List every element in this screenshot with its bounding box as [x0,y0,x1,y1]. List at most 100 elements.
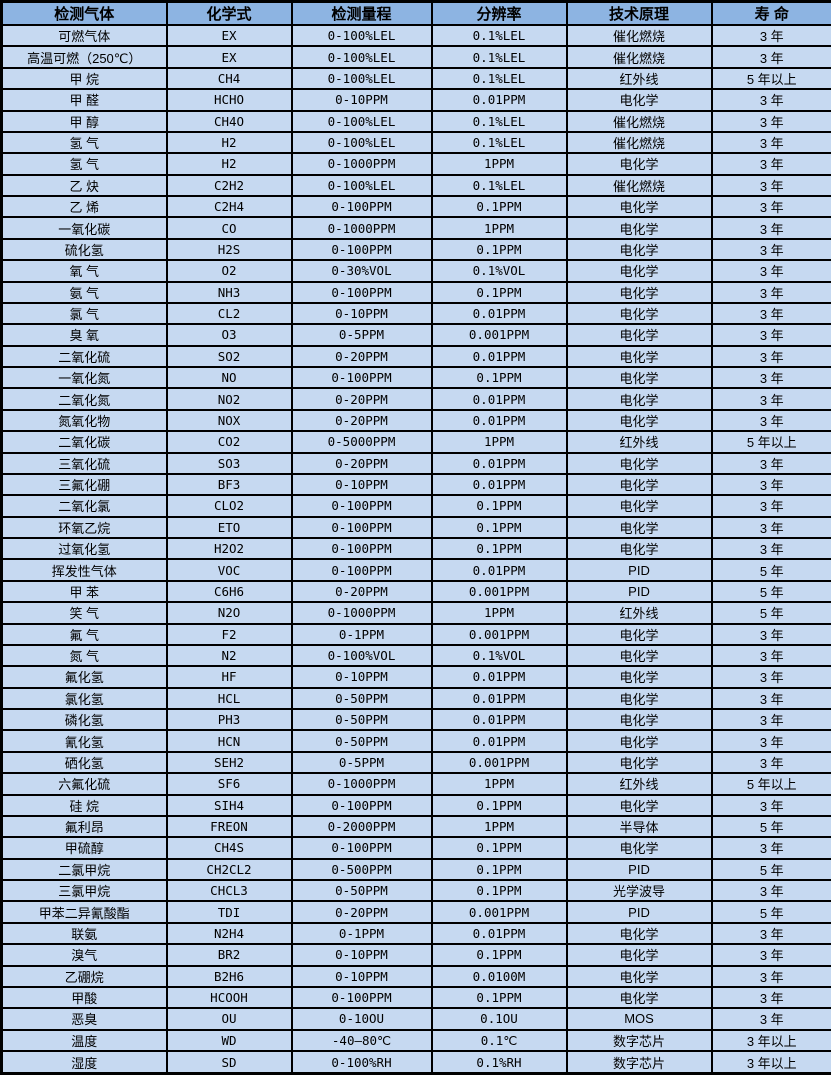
table-cell: 5 年以上 [710,66,831,91]
table-row: 二氧化氯 CLO2 0-100PPM 0.1PPM 电化学 3 年 [0,494,831,518]
table-row: 甲酸 HCOOH 0-100PPM 0.1PPM 电化学 3 年 [0,985,831,1010]
table-row: 氮 气 N2 0-100%VOL 0.1%VOL 电化学 3 年 [0,643,831,668]
table-cell: 0.001PPM [430,323,568,347]
table-cell: 0-100PPM [290,237,433,262]
table-cell: 0.1%LEL [430,109,568,133]
table-cell: 环氧乙烷 [0,515,168,540]
table-row: 三氧化硫 SO3 0-20PPM 0.01PPM 电化学 3 年 [0,451,831,475]
table-cell: 0-10PPM [290,301,433,326]
table-cell: 0.1PPM [430,515,568,540]
table-cell: 电化学 [565,707,713,732]
table-cell: 湿度 [0,1050,168,1075]
table-cell: 3 年 [710,943,831,967]
table-cell: 六氟化硫 [0,772,168,796]
table-cell: 电化学 [565,451,713,475]
table-cell: 二氯甲烷 [0,857,168,882]
table-cell: 0-20PPM [290,451,433,475]
table-cell: 催化燃烧 [565,173,713,198]
table-cell: 1PPM [430,430,568,454]
table-cell: 0-100PPM [290,194,433,219]
table-cell: 甲酸 [0,985,168,1010]
table-cell: 氨 气 [0,280,168,304]
table-cell: NO [165,365,293,390]
column-header: 检测量程 [290,0,433,26]
table-cell: 0-1000PPM [290,152,433,176]
table-cell: 0.1PPM [430,536,568,561]
table-cell: 催化燃烧 [565,130,713,155]
table-cell: 0.1%VOL [430,259,568,283]
table-cell: 0-50PPM [290,729,433,753]
table-cell: 联氨 [0,921,168,946]
table-cell: 二氧化氮 [0,387,168,411]
table-cell: 0.1%LEL [430,130,568,155]
table-cell: 3 年 [710,237,831,262]
table-row: 温度 WD -40—80℃ 0.1℃ 数字芯片 3 年以上 [0,1028,831,1053]
table-cell: 3 年 [710,216,831,240]
table-cell: 0.1PPM [430,494,568,518]
table-cell: N2H4 [165,921,293,946]
table-cell: 0.1%LEL [430,45,568,69]
table-cell: 5 年 [710,558,831,582]
table-cell: 0-10OU [290,1007,433,1031]
table-cell: 3 年 [710,88,831,112]
table-cell: 数字芯片 [565,1050,713,1075]
table-row: 氨 气 NH3 0-100PPM 0.1PPM 电化学 3 年 [0,280,831,304]
table-cell: 0.1PPM [430,365,568,390]
table-cell: 乙 烯 [0,194,168,219]
table-cell: 一氧化氮 [0,365,168,390]
table-cell: 3 年 [710,344,831,369]
table-cell: 3 年 [710,280,831,304]
table-cell: 3 年 [710,301,831,326]
table-cell: 氟利昂 [0,814,168,839]
table-cell: PID [565,558,713,582]
table-cell: PH3 [165,707,293,732]
table-cell: 0-50PPM [290,686,433,711]
table-cell: BF3 [165,472,293,497]
table-cell: 甲硫醇 [0,836,168,860]
table-row: 六氟化硫 SF6 0-1000PPM 1PPM 红外线 5 年以上 [0,772,831,796]
table-row: 高温可燃（250℃） EX 0-100%LEL 0.1%LEL 催化燃烧 3 年 [0,45,831,69]
table-cell: 电化学 [565,793,713,817]
table-cell: 3 年 [710,793,831,817]
table-cell: 0-100%LEL [290,45,433,69]
table-cell: 0.01PPM [430,451,568,475]
table-cell: 过氧化氢 [0,536,168,561]
table-cell: 0-100PPM [290,558,433,582]
table-row: 二氧化硫 SO2 0-20PPM 0.01PPM 电化学 3 年 [0,344,831,369]
table-cell: 3 年 [710,878,831,903]
table-row: 联氨 N2H4 0-1PPM 0.01PPM 电化学 3 年 [0,921,831,946]
table-row: 甲苯二异氰酸酯 TDI 0-20PPM 0.001PPM PID 5 年 [0,900,831,924]
table-cell: 磷化氢 [0,707,168,732]
table-cell: 3 年 [710,130,831,155]
table-cell: 可燃气体 [0,23,168,48]
table-cell: 乙 炔 [0,173,168,198]
table-cell: 0-100PPM [290,793,433,817]
table-cell: 氯化氢 [0,686,168,711]
table-row: 三氯甲烷 CHCL3 0-50PPM 0.1PPM 光学波导 3 年 [0,878,831,903]
table-cell: 0.01PPM [430,707,568,732]
table-cell: 3 年 [710,451,831,475]
table-cell: 0-100PPM [290,494,433,518]
table-cell: PID [565,900,713,924]
table-cell: 0-10PPM [290,964,433,988]
table-cell: SIH4 [165,793,293,817]
table-cell: F2 [165,622,293,646]
table-cell: 0.001PPM [430,622,568,646]
table-cell: OU [165,1007,293,1031]
table-cell: 电化学 [565,408,713,433]
table-cell: CH4O [165,109,293,133]
table-cell: 0-100PPM [290,985,433,1010]
table-cell: 电化学 [565,365,713,390]
table-cell: 0.01PPM [430,408,568,433]
table-cell: 0-100%LEL [290,66,433,91]
table-row: 甲 醇 CH4O 0-100%LEL 0.1%LEL 催化燃烧 3 年 [0,109,831,133]
table-cell: 0.1PPM [430,878,568,903]
table-cell: 0-10PPM [290,88,433,112]
table-cell: 3 年 [710,45,831,69]
table-row: 氰化氢 HCN 0-50PPM 0.01PPM 电化学 3 年 [0,729,831,753]
table-cell: CLO2 [165,494,293,518]
table-cell: 0.1℃ [430,1028,568,1053]
table-cell: CH2CL2 [165,857,293,882]
table-cell: 电化学 [565,750,713,775]
